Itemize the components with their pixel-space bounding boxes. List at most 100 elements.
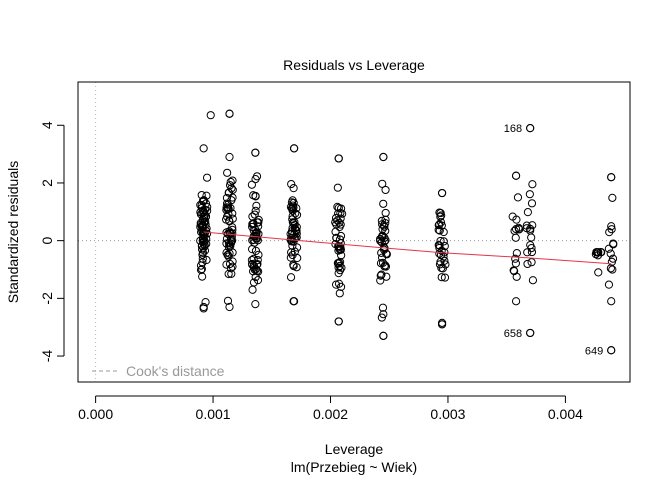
data-point	[441, 260, 450, 269]
data-point	[196, 265, 206, 275]
data-point	[440, 241, 449, 251]
y-tick-label: 0	[39, 237, 55, 245]
data-point	[226, 177, 235, 187]
data-point	[526, 328, 535, 338]
data-point	[511, 233, 520, 242]
data-point	[377, 216, 386, 225]
data-point	[609, 239, 618, 248]
data-point	[202, 255, 211, 265]
data-point	[434, 225, 443, 234]
data-point	[437, 211, 446, 220]
axes-layer: 0.000 0.001 0.002 0.003 0.004 -4 -2 0 2 4	[39, 121, 583, 422]
data-point	[253, 255, 262, 265]
data-point	[527, 233, 536, 242]
y-axis-label: Standardized residuals	[5, 161, 21, 303]
data-point	[334, 203, 343, 212]
data-point	[251, 148, 260, 157]
data-point	[379, 310, 388, 319]
data-point	[206, 111, 215, 120]
data-point	[335, 289, 344, 298]
data-point	[379, 152, 388, 162]
data-point	[594, 268, 603, 277]
data-point	[523, 259, 532, 269]
chart-title: Residuals vs Leverage	[283, 57, 425, 73]
data-point	[513, 193, 523, 202]
data-point	[528, 180, 537, 189]
data-point	[225, 302, 234, 312]
data-point	[225, 109, 234, 118]
data-point	[199, 196, 208, 205]
data-point	[377, 270, 386, 279]
data-point	[527, 243, 536, 253]
data-point	[440, 273, 450, 282]
x-tick-label: 0.004	[548, 406, 583, 422]
data-point	[224, 269, 233, 279]
data-point	[332, 233, 341, 243]
data-point	[525, 190, 534, 199]
data-point	[292, 229, 301, 238]
data-point	[605, 228, 614, 237]
data-point	[226, 203, 235, 213]
data-point	[436, 212, 445, 221]
y-tick-label: 4	[39, 121, 55, 129]
data-point	[288, 229, 297, 238]
data-point	[202, 173, 212, 182]
data-point	[292, 243, 302, 252]
data-point	[287, 237, 296, 246]
data-point	[251, 300, 260, 309]
data-point	[228, 229, 237, 238]
data-point	[607, 346, 616, 355]
data-point	[608, 254, 618, 263]
data-point	[224, 210, 233, 219]
data-point	[224, 252, 233, 261]
data-point	[247, 245, 257, 254]
data-point	[511, 297, 521, 306]
data-point	[287, 179, 296, 189]
data-point	[253, 276, 263, 285]
data-point	[288, 250, 297, 260]
points-layer	[196, 109, 618, 355]
data-point	[382, 272, 391, 281]
data-point	[248, 267, 258, 276]
data-point	[527, 199, 537, 208]
data-point	[526, 226, 535, 235]
data-point	[379, 221, 388, 230]
data-point	[198, 272, 207, 281]
data-point	[607, 297, 616, 306]
data-point	[250, 210, 259, 219]
smoother-layer	[203, 231, 612, 265]
data-point	[528, 276, 538, 285]
data-point	[527, 258, 536, 267]
data-point	[381, 208, 390, 218]
data-point	[254, 267, 263, 276]
data-point	[333, 183, 342, 192]
data-point	[604, 244, 613, 253]
data-point	[249, 278, 259, 287]
data-point	[435, 226, 444, 235]
data-point	[437, 188, 447, 198]
data-point	[202, 191, 211, 200]
data-point	[333, 202, 342, 211]
data-point	[511, 254, 520, 263]
y-tick-label: -2	[39, 292, 55, 305]
x-tick-label: 0.001	[196, 406, 231, 422]
data-point	[227, 269, 236, 278]
data-point	[511, 259, 520, 268]
legend-label: Cook's distance	[126, 363, 225, 379]
data-point	[199, 144, 208, 153]
data-point	[434, 221, 443, 230]
data-point	[252, 201, 261, 210]
point-label: 658	[504, 328, 522, 340]
data-point	[511, 171, 521, 180]
data-point	[440, 256, 449, 265]
data-point	[331, 218, 340, 227]
data-point	[223, 250, 232, 259]
data-point	[512, 272, 521, 281]
data-point	[198, 220, 207, 229]
data-point	[248, 285, 257, 294]
data-point	[508, 212, 517, 221]
data-point	[226, 242, 235, 251]
data-point	[247, 256, 257, 265]
data-point	[336, 282, 346, 291]
data-point	[435, 249, 444, 258]
